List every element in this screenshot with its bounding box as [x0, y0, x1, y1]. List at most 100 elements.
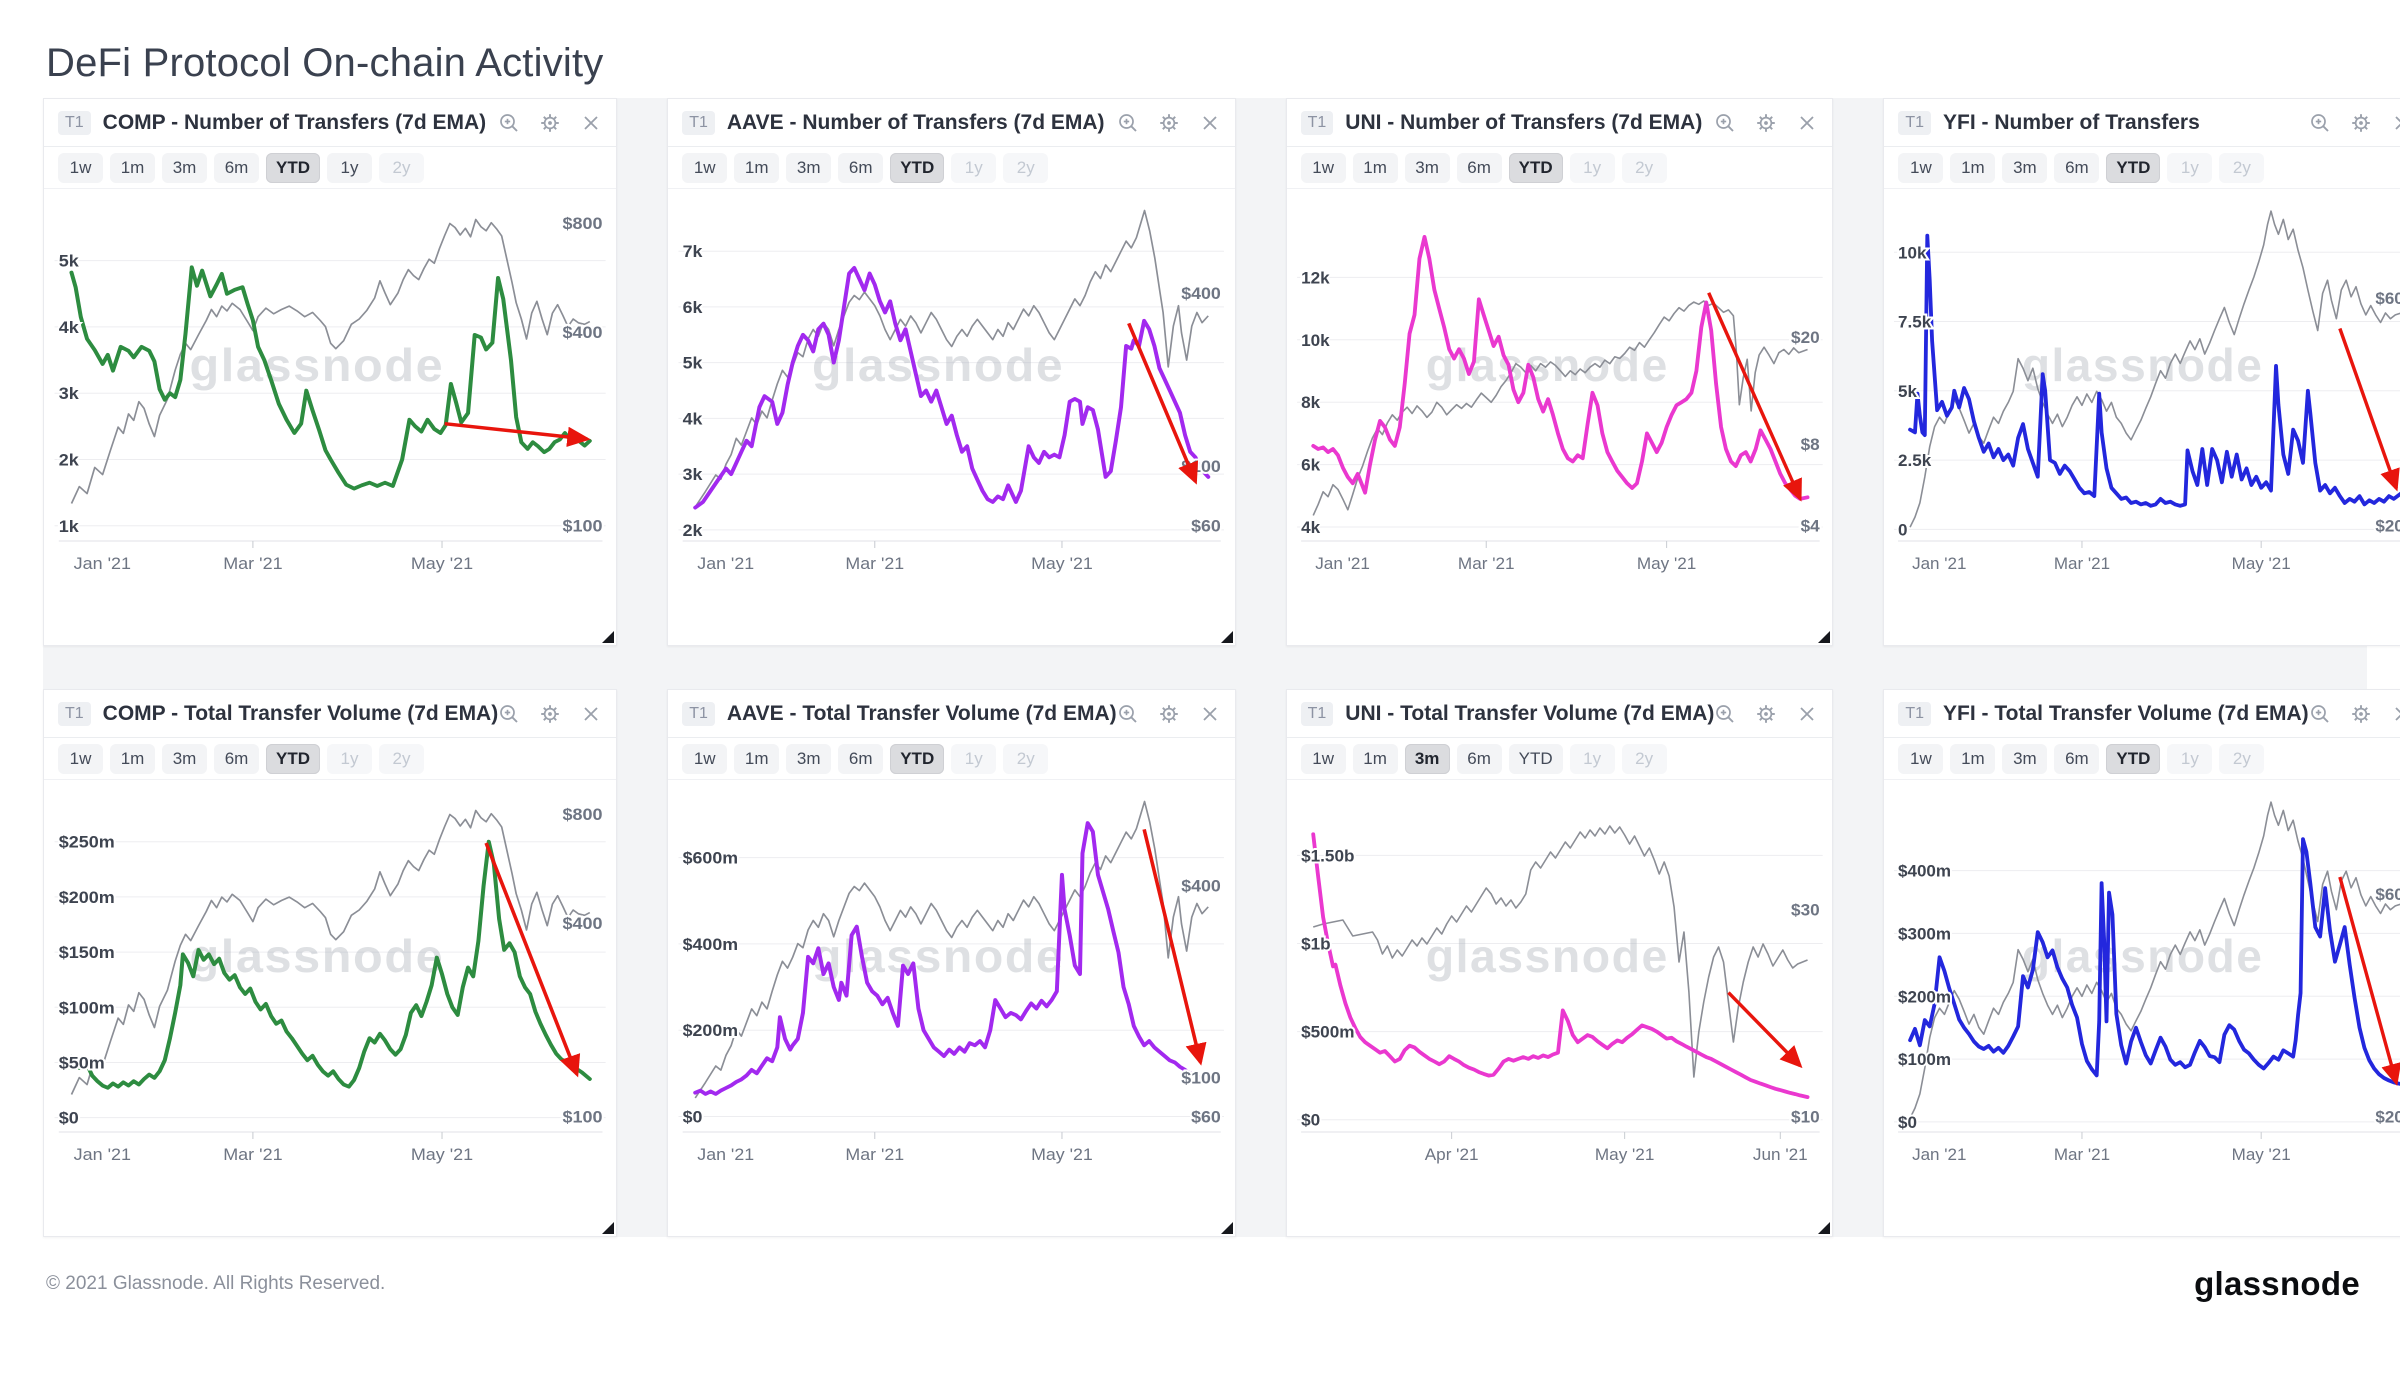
range-button-3m[interactable]: 3m	[2002, 152, 2048, 183]
range-button-1y[interactable]: 1y	[327, 743, 372, 774]
zoom-in-icon[interactable]	[1117, 112, 1139, 134]
range-button-ytd[interactable]: YTD	[266, 743, 320, 774]
range-button-1w[interactable]: 1w	[1300, 152, 1346, 183]
range-button-ytd[interactable]: YTD	[890, 152, 945, 183]
range-button-6m[interactable]: 6m	[2054, 743, 2100, 774]
range-button-1w[interactable]: 1w	[682, 152, 728, 183]
chart-canvas[interactable]: glassnode Jan '21 Mar '21 May '21 $400m $300m…	[1884, 780, 2400, 1236]
close-icon[interactable]	[580, 703, 602, 725]
range-button-6m[interactable]: 6m	[214, 152, 259, 183]
range-button-ytd[interactable]: YTD	[2106, 152, 2161, 183]
close-icon[interactable]	[2391, 112, 2400, 134]
range-button-1m[interactable]: 1m	[110, 743, 155, 774]
chart-canvas[interactable]: glassnode Jan '21 Mar '21 May '21 5k 4k 3k 2k 1k…	[44, 189, 616, 645]
range-button-1y[interactable]: 1y	[327, 152, 372, 183]
close-icon[interactable]	[1796, 703, 1818, 725]
zoom-in-icon[interactable]	[2309, 112, 2331, 134]
range-button-2y[interactable]: 2y	[1003, 152, 1049, 183]
chart-canvas[interactable]: glassnode Jan '21 Mar '21 May '21 10k 7.5k 5k 2…	[1884, 189, 2400, 645]
zoom-in-icon[interactable]	[2309, 703, 2331, 725]
range-button-1m[interactable]: 1m	[734, 152, 780, 183]
range-button-6m[interactable]: 6m	[1456, 743, 1502, 774]
range-button-3m[interactable]: 3m	[162, 743, 207, 774]
settings-icon[interactable]	[539, 703, 561, 725]
close-icon[interactable]	[1199, 112, 1221, 134]
zoom-in-icon[interactable]	[498, 703, 520, 725]
settings-icon[interactable]	[2350, 703, 2372, 725]
settings-icon[interactable]	[2350, 112, 2372, 134]
range-button-6m[interactable]: 6m	[1456, 152, 1502, 183]
x-axis-label: Mar '21	[223, 553, 282, 572]
chart-area: glassnode Jan '21 Mar '21 May '21 $600m $400m…	[668, 780, 1234, 1236]
range-button-1y[interactable]: 1y	[1569, 743, 1615, 774]
chart-canvas[interactable]: glassnode Jan '21 Mar '21 May '21 $600m $400m…	[668, 780, 1234, 1236]
trend-arrow	[1726, 991, 1803, 1069]
range-button-6m[interactable]: 6m	[2054, 152, 2100, 183]
zoom-in-icon[interactable]	[1714, 112, 1736, 134]
settings-icon[interactable]	[1158, 112, 1180, 134]
zoom-in-icon[interactable]	[1714, 703, 1736, 725]
resize-handle[interactable]	[1220, 1222, 1233, 1234]
range-button-1y[interactable]: 1y	[951, 152, 997, 183]
range-button-1y[interactable]: 1y	[1569, 152, 1615, 183]
settings-icon[interactable]	[1755, 703, 1777, 725]
close-icon[interactable]	[2391, 703, 2400, 725]
zoom-in-icon[interactable]	[1117, 703, 1139, 725]
range-button-1y[interactable]: 1y	[2167, 743, 2213, 774]
range-button-2y[interactable]: 2y	[379, 152, 424, 183]
range-button-1m[interactable]: 1m	[1352, 152, 1398, 183]
resize-handle[interactable]	[602, 1222, 615, 1234]
range-button-3m[interactable]: 3m	[1404, 152, 1450, 183]
range-button-1y[interactable]: 1y	[951, 743, 997, 774]
settings-icon[interactable]	[539, 112, 561, 134]
range-button-3m[interactable]: 3m	[162, 152, 207, 183]
close-icon[interactable]	[580, 112, 602, 134]
range-button-1m[interactable]: 1m	[110, 152, 155, 183]
range-button-ytd[interactable]: YTD	[890, 743, 945, 774]
range-button-1w[interactable]: 1w	[1300, 743, 1346, 774]
zoom-in-icon[interactable]	[498, 112, 520, 134]
range-button-6m[interactable]: 6m	[838, 152, 884, 183]
range-button-1w[interactable]: 1w	[58, 152, 103, 183]
chart-canvas[interactable]: glassnode Apr '21 May '21 Jun '21 $1.50b $1b $…	[1287, 780, 1833, 1236]
chart-area: glassnode Jan '21 Mar '21 May '21 10k 7.5k 5k 2…	[1884, 189, 2400, 645]
range-button-ytd[interactable]: YTD	[2106, 743, 2161, 774]
range-button-6m[interactable]: 6m	[214, 743, 259, 774]
range-button-ytd[interactable]: YTD	[266, 152, 320, 183]
range-button-1m[interactable]: 1m	[1950, 152, 1996, 183]
range-button-1m[interactable]: 1m	[1950, 743, 1996, 774]
range-button-3m[interactable]: 3m	[786, 152, 832, 183]
range-button-2y[interactable]: 2y	[1621, 152, 1667, 183]
range-button-2y[interactable]: 2y	[2219, 152, 2265, 183]
x-axis-label: Mar '21	[846, 1144, 905, 1164]
settings-icon[interactable]	[1158, 703, 1180, 725]
range-button-1w[interactable]: 1w	[58, 743, 103, 774]
chart-canvas[interactable]: glassnode Jan '21 Mar '21 May '21 $250m $200m…	[44, 780, 616, 1236]
chart-canvas[interactable]: glassnode Jan '21 Mar '21 May '21 7k 6k 5k 4k 3k…	[668, 189, 1234, 645]
range-button-1m[interactable]: 1m	[734, 743, 780, 774]
range-button-2y[interactable]: 2y	[379, 743, 424, 774]
close-icon[interactable]	[1199, 703, 1221, 725]
resize-handle[interactable]	[1818, 1222, 1831, 1234]
range-button-ytd[interactable]: YTD	[1508, 743, 1563, 774]
resize-handle[interactable]	[602, 631, 615, 643]
right-axis-label: $60k	[2376, 289, 2400, 308]
range-button-1w[interactable]: 1w	[682, 743, 728, 774]
resize-handle[interactable]	[1220, 631, 1233, 643]
range-button-3m[interactable]: 3m	[1404, 743, 1450, 774]
range-button-2y[interactable]: 2y	[1003, 743, 1049, 774]
range-button-1m[interactable]: 1m	[1352, 743, 1398, 774]
range-button-ytd[interactable]: YTD	[1508, 152, 1563, 183]
range-button-2y[interactable]: 2y	[2219, 743, 2265, 774]
range-button-3m[interactable]: 3m	[786, 743, 832, 774]
range-button-3m[interactable]: 3m	[2002, 743, 2048, 774]
settings-icon[interactable]	[1755, 112, 1777, 134]
range-button-2y[interactable]: 2y	[1621, 743, 1667, 774]
close-icon[interactable]	[1796, 112, 1818, 134]
range-button-1w[interactable]: 1w	[1898, 743, 1944, 774]
range-button-1y[interactable]: 1y	[2167, 152, 2213, 183]
range-button-1w[interactable]: 1w	[1898, 152, 1944, 183]
resize-handle[interactable]	[1818, 631, 1831, 643]
range-button-6m[interactable]: 6m	[838, 743, 884, 774]
